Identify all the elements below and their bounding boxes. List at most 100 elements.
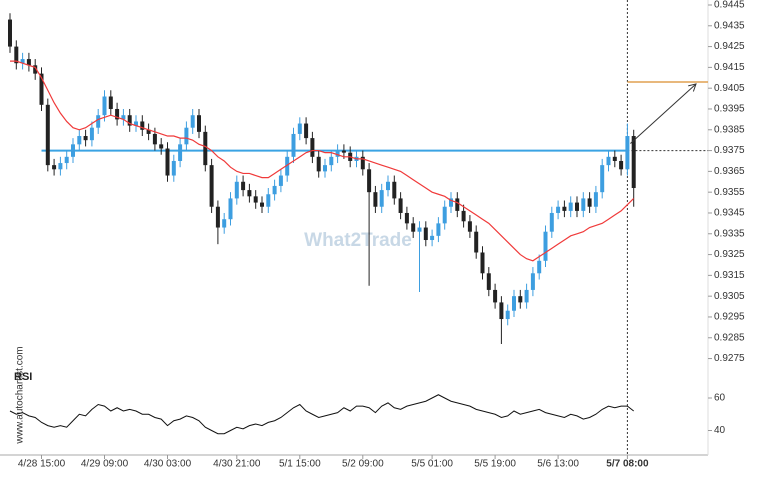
- candle-body: [102, 96, 107, 116]
- candle-body: [625, 136, 630, 170]
- candle-body: [190, 115, 195, 128]
- candle-body: [329, 156, 334, 166]
- x-tick-label: 5/7 08:00: [606, 459, 649, 470]
- candle-body: [285, 156, 290, 176]
- y-tick-label: 0.9425: [714, 41, 745, 52]
- candle-body: [619, 160, 624, 170]
- candle-body: [222, 219, 227, 228]
- y-tick-label: 0.9275: [714, 353, 745, 364]
- candle-body: [360, 156, 365, 170]
- candle-body: [33, 65, 38, 74]
- x-tick-label: 5/6 13:00: [537, 459, 579, 470]
- candle-body: [386, 181, 390, 191]
- candle-body: [581, 198, 586, 211]
- candle-body: [430, 235, 435, 241]
- candle-body: [449, 198, 453, 207]
- candle-body: [127, 115, 132, 126]
- candle-body: [474, 231, 479, 253]
- x-tick-label: 4/30 03:00: [144, 459, 192, 470]
- x-tick-label: 5/5 19:00: [474, 459, 516, 470]
- candle-body: [26, 59, 31, 66]
- candle-body: [530, 273, 535, 290]
- y-tick-label: 0.9445: [714, 0, 745, 11]
- forecast-arrow: [630, 83, 697, 144]
- candle-body: [505, 310, 510, 320]
- y-tick-label: 0.9345: [714, 208, 745, 219]
- y-tick-label: 0.9365: [714, 166, 745, 177]
- candle-body: [45, 104, 50, 166]
- candle-body: [335, 150, 340, 157]
- y-tick-label: 0.9375: [714, 145, 745, 156]
- candle-body: [423, 227, 428, 241]
- candle-body: [266, 194, 271, 207]
- x-tick-label: 5/5 01:00: [411, 459, 453, 470]
- candle-body: [64, 156, 69, 164]
- candle-body: [587, 198, 592, 207]
- candle-body: [442, 206, 447, 224]
- forecast-arrowhead: [688, 83, 697, 92]
- candle-body: [260, 202, 264, 207]
- y-tick-label: 0.9285: [714, 332, 745, 343]
- candle-body: [253, 196, 258, 203]
- candle-body: [14, 46, 19, 64]
- candle-body: [215, 206, 220, 228]
- candle-body: [121, 115, 126, 120]
- candle-body: [600, 165, 605, 193]
- candle-body: [537, 260, 542, 274]
- candle-body: [152, 133, 157, 145]
- candle-body: [39, 73, 44, 105]
- candle-body: [247, 190, 252, 197]
- candle-body: [96, 115, 101, 128]
- candle-body: [562, 206, 567, 211]
- candle-body: [71, 144, 75, 157]
- candle-body: [323, 165, 327, 172]
- candle-body: [291, 133, 296, 157]
- x-tick-label: 4/30 21:00: [213, 459, 261, 470]
- candle-body: [493, 289, 498, 303]
- candle-body: [310, 138, 315, 157]
- candle-body: [184, 127, 189, 145]
- candle-body: [373, 192, 378, 207]
- candle-body: [178, 144, 183, 161]
- candle-body: [209, 165, 214, 207]
- candle-body: [499, 302, 504, 320]
- candle-body: [83, 136, 88, 141]
- candle-body: [159, 144, 164, 149]
- candle-body: [115, 108, 120, 120]
- candle-body: [77, 136, 82, 145]
- y-tick-label: 0.9295: [714, 312, 745, 323]
- candle-body: [58, 163, 63, 170]
- candle-body: [612, 156, 617, 161]
- candle-body: [480, 252, 485, 274]
- candle-body: [436, 223, 441, 236]
- candle-body: [134, 121, 138, 126]
- candle-body: [197, 115, 201, 132]
- rsi-label: RSI: [14, 371, 32, 383]
- x-tick-label: 4/29 09:00: [81, 459, 129, 470]
- candle-body: [234, 181, 239, 199]
- candle-body: [272, 185, 277, 195]
- candle-body: [575, 202, 579, 211]
- rsi-tick-label: 40: [714, 425, 726, 436]
- candle-body: [241, 181, 246, 191]
- candle-body: [379, 190, 384, 207]
- y-tick-label: 0.9355: [714, 187, 745, 198]
- x-tick-label: 5/1 15:00: [279, 459, 321, 470]
- candle-body: [89, 127, 94, 141]
- candle-body: [568, 202, 573, 211]
- candle-body: [165, 148, 170, 176]
- y-tick-label: 0.9325: [714, 249, 745, 260]
- candle-body: [304, 123, 309, 139]
- rsi-line: [9, 394, 635, 435]
- candle-body: [8, 19, 12, 47]
- moving-average: [10, 60, 635, 262]
- candle-body: [606, 156, 611, 166]
- candle-body: [631, 136, 636, 189]
- candle-body: [486, 273, 491, 290]
- rsi-tick-label: 60: [714, 393, 726, 404]
- candle-body: [467, 221, 472, 232]
- candle-body: [316, 156, 321, 172]
- y-tick-label: 0.9385: [714, 124, 745, 135]
